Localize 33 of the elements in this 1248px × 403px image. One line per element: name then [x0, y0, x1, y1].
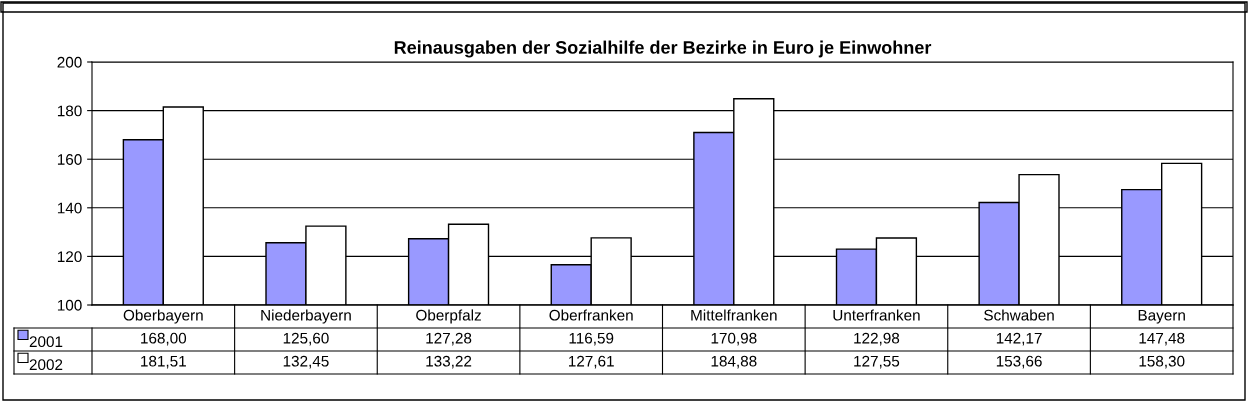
data-label: 132,45	[283, 355, 329, 369]
data-label: 184,88	[711, 355, 757, 369]
legend-label: 2002	[29, 359, 63, 371]
data-label: 142,17	[996, 332, 1042, 346]
data-label: 168,00	[141, 332, 187, 346]
x-tick-label: Mittelfranken	[691, 309, 777, 321]
y-tick-label: 180	[57, 105, 82, 117]
legend-label: 2001	[29, 336, 63, 348]
y-tick-label: 160	[57, 154, 82, 165]
y-tick-label: 100	[57, 299, 82, 311]
data-label: 158,30	[1139, 355, 1185, 369]
data-label: 127,28	[426, 332, 472, 346]
data-label: 147,48	[1139, 332, 1185, 346]
x-tick-label: Unterfranken	[833, 309, 920, 321]
y-tick-label: 140	[57, 202, 82, 214]
data-label: 127,55	[854, 355, 900, 369]
chart-title: Reinausgaben der Sozialhilfe der Bezirke in Euro je Einwohner	[394, 40, 932, 58]
data-label: 170,98	[711, 332, 757, 346]
x-tick-label: Oberbayern	[123, 309, 203, 324]
data-label: 127,61	[568, 355, 614, 369]
data-label: 153,66	[996, 355, 1042, 369]
x-tick-label: Oberpfalz	[416, 309, 481, 324]
x-tick-label: Oberfranken	[549, 309, 633, 321]
data-label: 181,51	[141, 355, 186, 369]
y-tick-label: 120	[57, 251, 82, 263]
x-tick-label: Schwaben	[984, 309, 1054, 321]
data-label: 122,98	[854, 332, 900, 346]
x-tick-label: Bayern	[1138, 309, 1185, 324]
data-label: 133,22	[426, 355, 472, 369]
x-tick-label: Niederbayern	[261, 309, 351, 324]
data-label: 125,60	[283, 332, 329, 346]
y-tick-label: 200	[57, 56, 82, 68]
data-label: 116,59	[569, 332, 614, 346]
